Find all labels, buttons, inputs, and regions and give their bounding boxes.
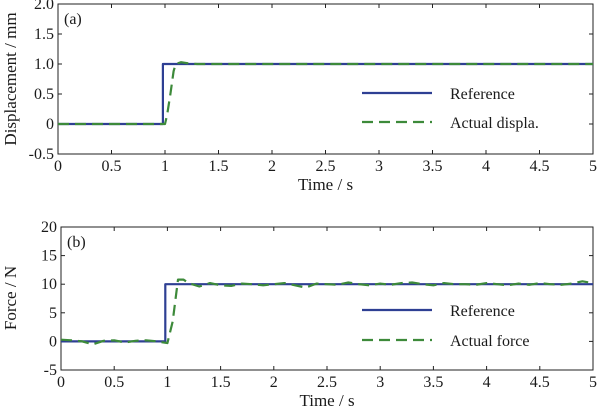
x-tick-label: 2	[268, 158, 276, 175]
x-tick-label: 2.5	[316, 158, 336, 175]
x-tick-label: 1	[161, 158, 169, 175]
x-tick-label: 0.5	[104, 374, 124, 391]
y-axis-label: Displacement / mm	[1, 12, 20, 145]
x-tick-label: 0	[57, 374, 65, 391]
x-tick-label: 2	[270, 374, 278, 391]
series-line-actual	[60, 278, 594, 346]
x-tick-label: 1	[163, 374, 171, 391]
x-axis-label: Time / s	[298, 175, 353, 194]
y-tick-label: -0.5	[29, 146, 54, 163]
y-tick-label: 20	[41, 219, 57, 236]
y-axis-label: Force / N	[1, 266, 20, 330]
panel-label: (a)	[64, 11, 82, 28]
legend-label: Reference	[450, 303, 515, 320]
x-tick-label: 4.5	[530, 374, 550, 391]
x-tick-label: 0	[54, 158, 62, 175]
x-tick-label: 3.5	[423, 374, 443, 391]
x-tick-label: 0.5	[102, 158, 122, 175]
x-tick-label: 5	[589, 374, 597, 391]
series-line-actual	[58, 61, 593, 126]
y-tick-label: 15	[41, 248, 57, 265]
x-tick-label: 4.5	[530, 158, 550, 175]
y-tick-label: 2.0	[34, 0, 54, 13]
x-tick-label: 1.5	[211, 374, 231, 391]
y-tick-label: 0	[46, 116, 54, 133]
x-tick-label: 3	[376, 374, 384, 391]
y-tick-label: 0	[49, 333, 57, 350]
panel-label: (b)	[67, 234, 86, 251]
y-tick-label: 0.5	[34, 86, 54, 103]
x-tick-label: 2.5	[317, 374, 337, 391]
x-tick-label: 4	[483, 374, 491, 391]
legend-label: Reference	[450, 86, 515, 103]
legend-label: Actual force	[450, 333, 530, 350]
x-tick-label: 5	[589, 158, 597, 175]
y-tick-label: 10	[41, 276, 57, 293]
x-tick-label: 4	[482, 158, 490, 175]
x-tick-label: 3	[375, 158, 383, 175]
y-tick-label: -5	[44, 362, 57, 379]
panel-displacement: 0 0.5 1 1.5 2 2.5 3 3.5 4 4.5 5-0.500.51.01.52.0Ti…	[1, 0, 597, 194]
y-tick-label: 1.5	[34, 26, 54, 43]
y-tick-label: 1.0	[34, 56, 54, 73]
y-tick-label: 5	[49, 305, 57, 322]
x-tick-label: 3.5	[423, 158, 443, 175]
x-axis-label: Time / s	[299, 391, 354, 410]
legend-label: Actual displa.	[450, 115, 539, 132]
x-tick-label: 1.5	[209, 158, 229, 175]
